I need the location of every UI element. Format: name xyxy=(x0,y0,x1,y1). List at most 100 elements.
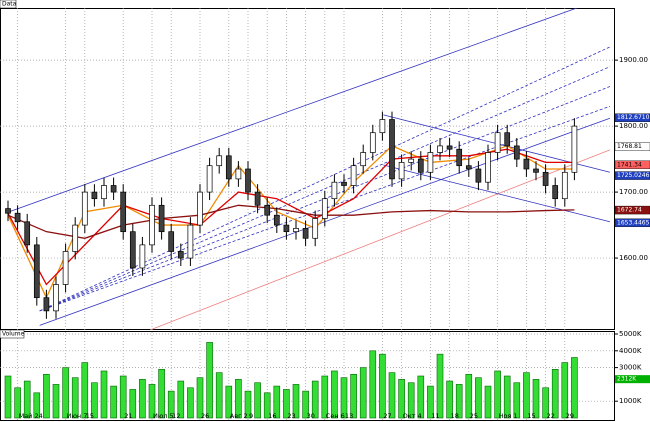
volume-bar xyxy=(244,390,252,419)
volume-bar xyxy=(167,390,175,419)
candle-body xyxy=(110,185,117,193)
candle-body xyxy=(264,204,271,216)
volume-bar xyxy=(263,392,271,419)
candle-body xyxy=(312,218,319,239)
candle-body xyxy=(456,148,463,167)
volume-bar xyxy=(139,379,146,419)
candle-body xyxy=(245,168,251,193)
candle-body xyxy=(14,212,21,223)
price-marker-label: 1653.4465 xyxy=(617,219,650,226)
price-marker xyxy=(614,113,650,122)
candle-body xyxy=(350,165,357,186)
x-tick-label: 16 xyxy=(268,412,276,420)
volume-bar xyxy=(532,379,540,419)
candle-body xyxy=(475,168,482,183)
candle-body xyxy=(91,191,98,200)
candle-body xyxy=(446,145,453,150)
volume-bar xyxy=(446,380,453,419)
candle-body xyxy=(379,119,386,134)
volume-bar xyxy=(407,382,415,419)
candle-body xyxy=(417,158,424,173)
candle-body xyxy=(494,132,501,153)
candle-body xyxy=(225,155,232,180)
price-marker-label: 1768.81 xyxy=(617,143,642,150)
y-tick-label: 5000K xyxy=(619,330,642,338)
candle-body xyxy=(341,181,347,186)
candle-body xyxy=(235,168,242,180)
candle-body xyxy=(254,191,261,206)
volume-bar xyxy=(81,362,89,419)
candle-body xyxy=(139,244,146,269)
candle-body xyxy=(523,158,530,170)
x-tick-label: 23 xyxy=(287,412,295,420)
volume-bar xyxy=(23,380,31,419)
x-tick-label: 13 xyxy=(345,412,353,420)
x-tick-label: 26 xyxy=(201,412,209,420)
x-tick-label: Авг 2 xyxy=(230,412,248,420)
volume-bar xyxy=(503,375,511,419)
y-tick-label: 3000K xyxy=(619,364,642,372)
volume-bar xyxy=(196,377,204,419)
volume-bar xyxy=(43,374,50,419)
volume-bar xyxy=(369,350,377,419)
volume-bar xyxy=(302,390,309,419)
volume-bar xyxy=(436,353,444,419)
candle-body xyxy=(571,125,578,173)
panel-label-box xyxy=(0,0,17,9)
candle-body xyxy=(533,168,539,173)
volume-bar xyxy=(475,377,482,419)
volume-bar xyxy=(350,374,357,419)
candle-body xyxy=(53,284,59,312)
volume-marker xyxy=(615,375,650,384)
volume-bar xyxy=(561,362,569,419)
volume-bar xyxy=(33,392,41,419)
x-tick-label: 18 xyxy=(451,412,459,420)
volume-bar xyxy=(494,370,501,419)
candle-body xyxy=(302,228,309,239)
volume-bar xyxy=(417,375,425,419)
x-tick-label: 11 xyxy=(431,412,439,420)
volume-bar xyxy=(273,385,281,419)
volume-bar xyxy=(523,372,530,419)
candle-body xyxy=(369,132,376,153)
volume-bar xyxy=(321,375,329,419)
candle-body xyxy=(398,162,405,180)
candle-body xyxy=(485,152,491,183)
price-marker-label: 1741.34 xyxy=(617,161,642,168)
price-marker xyxy=(614,205,650,215)
volume-bar xyxy=(254,382,261,419)
x-tick-label: 12 xyxy=(172,412,180,420)
volume-bar xyxy=(283,389,290,419)
volume-bar xyxy=(52,384,60,419)
volume-bar xyxy=(571,357,578,419)
panel-title: Volume xyxy=(2,331,25,338)
volume-bar xyxy=(427,385,434,419)
candle-body xyxy=(168,231,175,252)
candle-body xyxy=(24,221,31,246)
candle-body xyxy=(437,145,443,153)
volume-panel xyxy=(0,331,615,421)
volume-bar xyxy=(292,384,300,419)
price-marker xyxy=(614,142,650,151)
volume-bar xyxy=(359,367,367,419)
volume-bar xyxy=(177,380,185,419)
volume-bar xyxy=(513,382,521,419)
price-marker-label: 1672.74 xyxy=(617,207,642,214)
x-tick-label: 9 xyxy=(249,412,253,420)
candle-body xyxy=(360,152,367,167)
x-tick-label: Июн 7 xyxy=(67,412,88,420)
x-tick-label: 25 xyxy=(470,412,478,420)
candle-body xyxy=(62,251,69,285)
candle-body xyxy=(542,171,549,186)
candles xyxy=(5,111,578,319)
x-tick-label: Май 24 xyxy=(19,412,43,420)
moving-average xyxy=(7,204,575,239)
candle-body xyxy=(43,297,50,312)
x-tick-label: Июл 5 xyxy=(153,412,174,420)
volume-bar xyxy=(110,385,117,419)
candle-body xyxy=(427,152,434,173)
candle-body xyxy=(331,181,338,200)
volume xyxy=(4,342,578,419)
y-tick-label: 1900.00 xyxy=(619,56,648,64)
